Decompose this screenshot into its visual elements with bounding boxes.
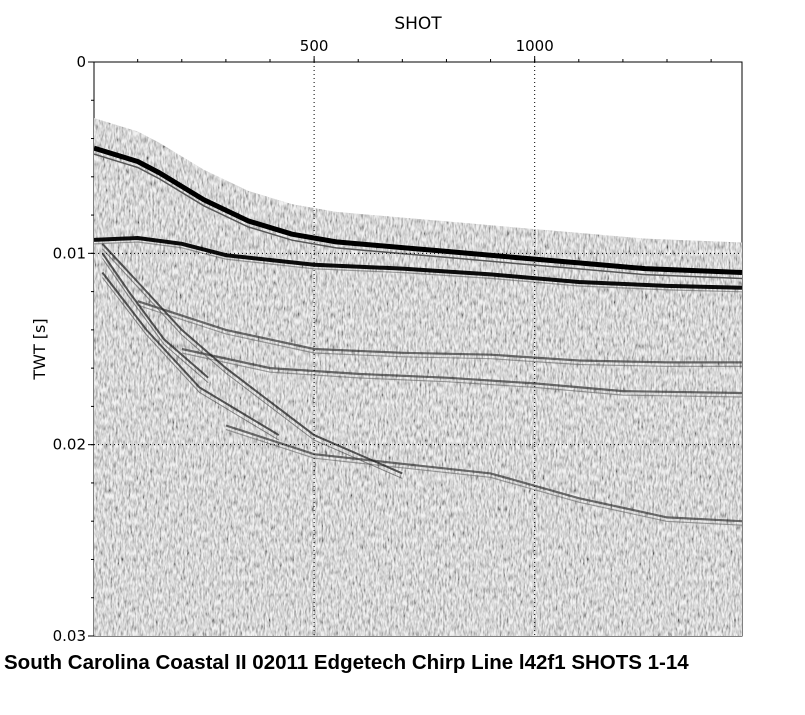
reflector-3: [181, 347, 742, 395]
seafloor-reflector: [94, 145, 742, 275]
x-axis-label: SHOT: [394, 14, 442, 34]
y-tick-label: 0.02: [53, 436, 86, 454]
dipping-reflector-3: [101, 271, 280, 436]
y-axis-label: TWT [s]: [30, 318, 49, 380]
reflector-2: [137, 300, 742, 364]
x-tick-label: 500: [300, 37, 329, 55]
x-tick-label: 1000: [516, 37, 554, 55]
chart-title: South Carolina Coastal II 02011 Edgetech…: [4, 651, 689, 674]
y-tick-label: 0.01: [53, 244, 86, 262]
y-tick-label: 0.03: [53, 627, 86, 645]
grid-lines: [94, 62, 742, 636]
reflector-1: [94, 235, 742, 290]
dipping-reflector-2: [101, 252, 209, 379]
y-tick-label: 0: [76, 53, 86, 71]
dipping-reflector-1: [101, 243, 403, 475]
